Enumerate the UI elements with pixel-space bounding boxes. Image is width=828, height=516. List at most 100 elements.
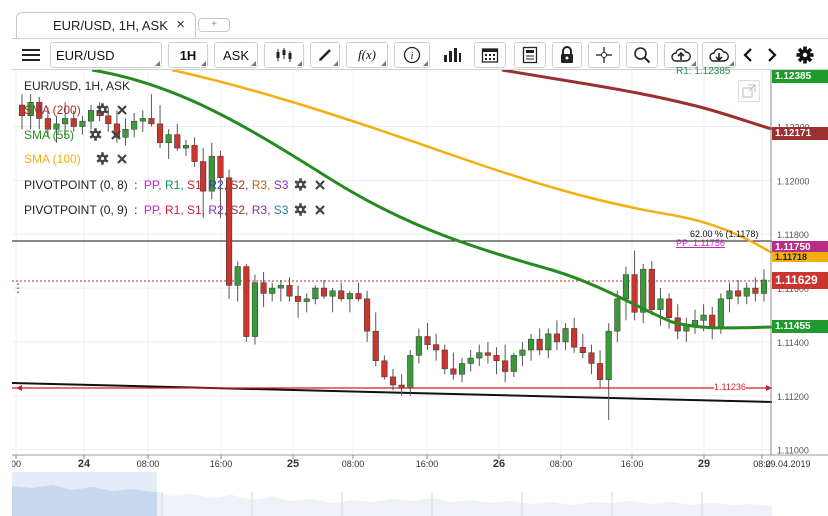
candle-body[interactable] — [493, 355, 500, 362]
volume-button[interactable] — [438, 42, 466, 68]
candle-body[interactable] — [433, 344, 440, 351]
candle-body[interactable] — [243, 266, 250, 337]
legend-pivot-8[interactable]: PIVOTPOINT (0, 8) : PP, R1, S1, R2, S2, … — [24, 178, 326, 194]
scroll-right-button[interactable] — [760, 42, 784, 68]
candle-body[interactable] — [87, 110, 95, 122]
candle-body[interactable] — [735, 290, 742, 297]
symbol-selector[interactable]: EUR/USD — [50, 42, 162, 68]
crosshair-button[interactable] — [588, 42, 620, 68]
candle-body[interactable] — [174, 134, 181, 149]
candle-body[interactable] — [424, 336, 431, 345]
sma-55-line[interactable] — [91, 68, 773, 330]
candle-body[interactable] — [165, 134, 172, 143]
price-side-selector[interactable]: ASK — [214, 42, 258, 68]
candle-body[interactable] — [502, 360, 509, 372]
candle-body[interactable] — [476, 352, 483, 359]
candle-body[interactable] — [277, 285, 284, 289]
candle-body[interactable] — [389, 376, 397, 386]
candle-body[interactable] — [27, 102, 34, 117]
candle-body[interactable] — [182, 145, 189, 149]
popout-button[interactable] — [738, 80, 760, 102]
close-icon[interactable] — [110, 129, 122, 144]
candle-body[interactable] — [329, 290, 336, 297]
candle-body[interactable] — [398, 384, 405, 388]
menu-icon[interactable] — [16, 42, 46, 68]
candle-body[interactable] — [640, 268, 647, 313]
overview-navigator[interactable] — [12, 472, 828, 516]
candle-body[interactable] — [62, 118, 69, 125]
download-button[interactable] — [702, 42, 736, 68]
candle-body[interactable] — [562, 328, 569, 343]
close-icon[interactable] — [314, 204, 326, 219]
candle-body[interactable] — [148, 118, 155, 125]
candle-body[interactable] — [286, 285, 293, 297]
candle-body[interactable] — [295, 295, 302, 302]
price-chart[interactable]: 1.122001.120001.118001.116001.114001.112… — [11, 66, 828, 516]
candle-body[interactable] — [760, 279, 768, 294]
candle-body[interactable] — [200, 161, 207, 192]
candle-body[interactable] — [415, 336, 422, 356]
candle-body[interactable] — [208, 155, 215, 192]
candle-body[interactable] — [18, 104, 26, 117]
gear-icon[interactable] — [96, 103, 109, 119]
sma-100-line[interactable] — [171, 68, 773, 255]
drag-handle[interactable]: ⋮ — [12, 281, 24, 295]
chart-canvas[interactable]: 1.122001.120001.118001.116001.114001.112… — [11, 68, 828, 470]
close-icon[interactable] — [116, 104, 128, 119]
draw-tool-button[interactable] — [310, 42, 340, 68]
candle-body[interactable] — [122, 128, 129, 138]
candle-body[interactable] — [70, 118, 77, 127]
candle-body[interactable] — [269, 287, 276, 294]
candle-body[interactable] — [597, 363, 604, 380]
candle-body[interactable] — [139, 118, 146, 122]
candle-body[interactable] — [752, 287, 759, 294]
indicators-button[interactable]: f(x) — [346, 42, 388, 68]
candle-body[interactable] — [588, 352, 595, 364]
candle-body[interactable] — [381, 360, 388, 378]
scroll-left-button[interactable] — [736, 42, 760, 68]
candle-body[interactable] — [338, 290, 345, 300]
candle-body[interactable] — [717, 298, 724, 329]
candle-body[interactable] — [527, 338, 535, 351]
candle-body[interactable] — [303, 298, 310, 302]
candle-body[interactable] — [251, 282, 259, 337]
candle-body[interactable] — [648, 268, 655, 310]
legend-sma-55[interactable]: SMA (55) — [24, 128, 122, 144]
legend-sma-100[interactable]: SMA (100) — [24, 152, 128, 168]
close-tab-icon[interactable]: × — [176, 16, 185, 33]
zoom-button[interactable] — [626, 42, 658, 68]
candle-body[interactable] — [191, 145, 198, 162]
gear-icon[interactable] — [96, 152, 109, 168]
candle-body[interactable] — [614, 298, 621, 332]
candle-body[interactable] — [726, 290, 733, 300]
candle-body[interactable] — [510, 355, 517, 372]
candle-body[interactable] — [226, 177, 233, 286]
timeframe-selector[interactable]: 1H — [168, 42, 208, 68]
candle-body[interactable] — [545, 333, 552, 351]
candle-body[interactable] — [571, 328, 578, 348]
candle-body[interactable] — [53, 123, 60, 130]
settings-button[interactable] — [792, 42, 818, 68]
sma-200-line[interactable] — [501, 68, 773, 131]
candle-body[interactable] — [743, 287, 750, 297]
candle-body[interactable] — [631, 274, 638, 313]
candle-body[interactable] — [372, 330, 379, 362]
candle-body[interactable] — [355, 293, 362, 300]
add-tab-button[interactable]: + — [198, 18, 230, 32]
candle-body[interactable] — [700, 314, 707, 321]
candle-body[interactable] — [605, 330, 612, 380]
candle-body[interactable] — [156, 123, 164, 143]
candle-body[interactable] — [484, 352, 491, 356]
candle-body[interactable] — [536, 338, 543, 351]
candle-body[interactable] — [131, 120, 138, 130]
lock-button[interactable] — [552, 42, 582, 68]
candle-body[interactable] — [217, 155, 224, 178]
candle-body[interactable] — [579, 347, 586, 353]
candle-body[interactable] — [234, 266, 241, 286]
report-button[interactable] — [514, 42, 546, 68]
candle-body[interactable] — [450, 368, 457, 375]
chart-type-button[interactable] — [264, 42, 304, 68]
candle-body[interactable] — [467, 357, 474, 364]
upload-button[interactable] — [664, 42, 698, 68]
candle-body[interactable] — [441, 349, 448, 370]
